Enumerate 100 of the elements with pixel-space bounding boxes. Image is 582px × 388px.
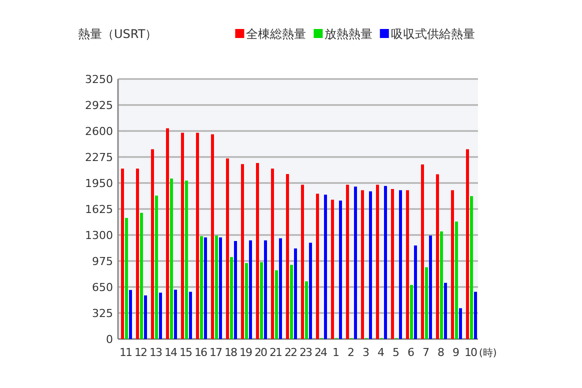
bar — [406, 190, 409, 339]
y-tick-label: 325 — [92, 307, 113, 320]
bar — [204, 237, 207, 339]
bar — [294, 248, 297, 339]
y-tick-label: 2600 — [85, 125, 113, 138]
y-tick-label: 2275 — [85, 151, 113, 164]
x-axis-title: (時) — [479, 347, 497, 359]
bar — [155, 196, 158, 339]
bar — [260, 262, 263, 339]
x-tick-label: 16 — [194, 346, 208, 359]
x-tick-label: 8 — [438, 346, 444, 359]
bar — [444, 282, 447, 339]
y-tick-label: 3250 — [85, 73, 113, 86]
bar — [470, 196, 473, 339]
bar — [125, 218, 128, 339]
bar — [459, 308, 462, 339]
x-tick-label: 2 — [348, 346, 354, 359]
x-tick-label: 24 — [314, 346, 328, 359]
bar — [226, 158, 229, 339]
bar — [275, 270, 278, 339]
legend-label: 放熱熱量 — [324, 27, 373, 41]
bar — [159, 292, 162, 339]
x-tick-label: 1 — [332, 346, 338, 359]
bar — [290, 264, 293, 339]
x-tick-label: 15 — [180, 346, 192, 359]
bar — [316, 194, 319, 339]
x-tick-label: 17 — [210, 346, 222, 359]
x-tick-label: 6 — [408, 346, 414, 359]
bar — [234, 241, 237, 339]
bar — [245, 263, 248, 339]
bar — [429, 236, 432, 339]
x-tick-label: 21 — [270, 346, 282, 359]
x-tick-label: 3 — [362, 346, 370, 359]
x-tick-label: 5 — [392, 346, 400, 359]
x-tick-label: 10 — [464, 346, 478, 359]
x-tick-label: 4 — [378, 346, 384, 359]
x-tick-label: 19 — [240, 346, 252, 359]
y-tick-label: 975 — [92, 255, 113, 268]
bar — [369, 191, 372, 339]
bar — [440, 231, 443, 339]
x-tick-label: 11 — [120, 346, 132, 359]
bar — [331, 200, 334, 339]
bar — [174, 290, 177, 339]
bar — [361, 190, 364, 339]
bar — [376, 184, 379, 339]
bar — [414, 245, 417, 339]
legend-label: 吸収式供給熱量 — [390, 27, 475, 41]
bar — [189, 292, 192, 339]
x-tick-label: 12 — [134, 346, 146, 359]
bar — [185, 180, 188, 339]
bar — [264, 240, 267, 339]
bar — [215, 236, 218, 339]
bar — [241, 164, 244, 339]
y-tick-label: 0 — [106, 333, 113, 346]
bar — [200, 236, 203, 339]
bar — [129, 290, 132, 339]
bar — [425, 267, 428, 339]
x-tick-label: 9 — [452, 346, 460, 359]
bar — [309, 242, 312, 339]
bar — [436, 174, 439, 339]
bar — [305, 281, 308, 339]
y-tick-label: 650 — [92, 281, 113, 294]
bar — [455, 222, 458, 339]
bar — [219, 237, 222, 339]
y-tick-label: 2925 — [85, 99, 113, 112]
bar — [474, 292, 477, 339]
x-tick-label: 14 — [164, 346, 178, 359]
x-tick-label: 23 — [300, 346, 312, 359]
bar — [391, 189, 394, 339]
bar — [144, 295, 147, 339]
bar — [181, 132, 184, 339]
bar — [211, 134, 214, 339]
bar — [166, 128, 169, 339]
bar — [196, 132, 199, 339]
bar — [151, 149, 154, 339]
bar — [466, 149, 469, 339]
bar — [451, 190, 454, 339]
bar — [136, 168, 139, 339]
bar — [339, 200, 342, 339]
y-tick-label: 1950 — [85, 177, 113, 190]
bar — [399, 190, 402, 339]
x-tick-label: 18 — [224, 346, 238, 359]
bar — [286, 174, 289, 339]
bar — [324, 194, 327, 339]
bar — [384, 186, 387, 339]
bar — [354, 186, 357, 339]
bar — [230, 257, 233, 339]
bar — [256, 163, 259, 339]
bar — [170, 178, 173, 339]
bar — [421, 164, 424, 339]
bar — [301, 184, 304, 339]
bar — [410, 284, 413, 339]
bar — [121, 168, 124, 339]
y-tick-label: 1625 — [85, 203, 113, 216]
x-tick-label: 7 — [422, 346, 430, 359]
bar — [140, 212, 143, 339]
bar — [279, 238, 282, 339]
x-tick-label: 13 — [150, 346, 162, 359]
x-tick-label: 22 — [284, 346, 296, 359]
bar — [271, 168, 274, 339]
